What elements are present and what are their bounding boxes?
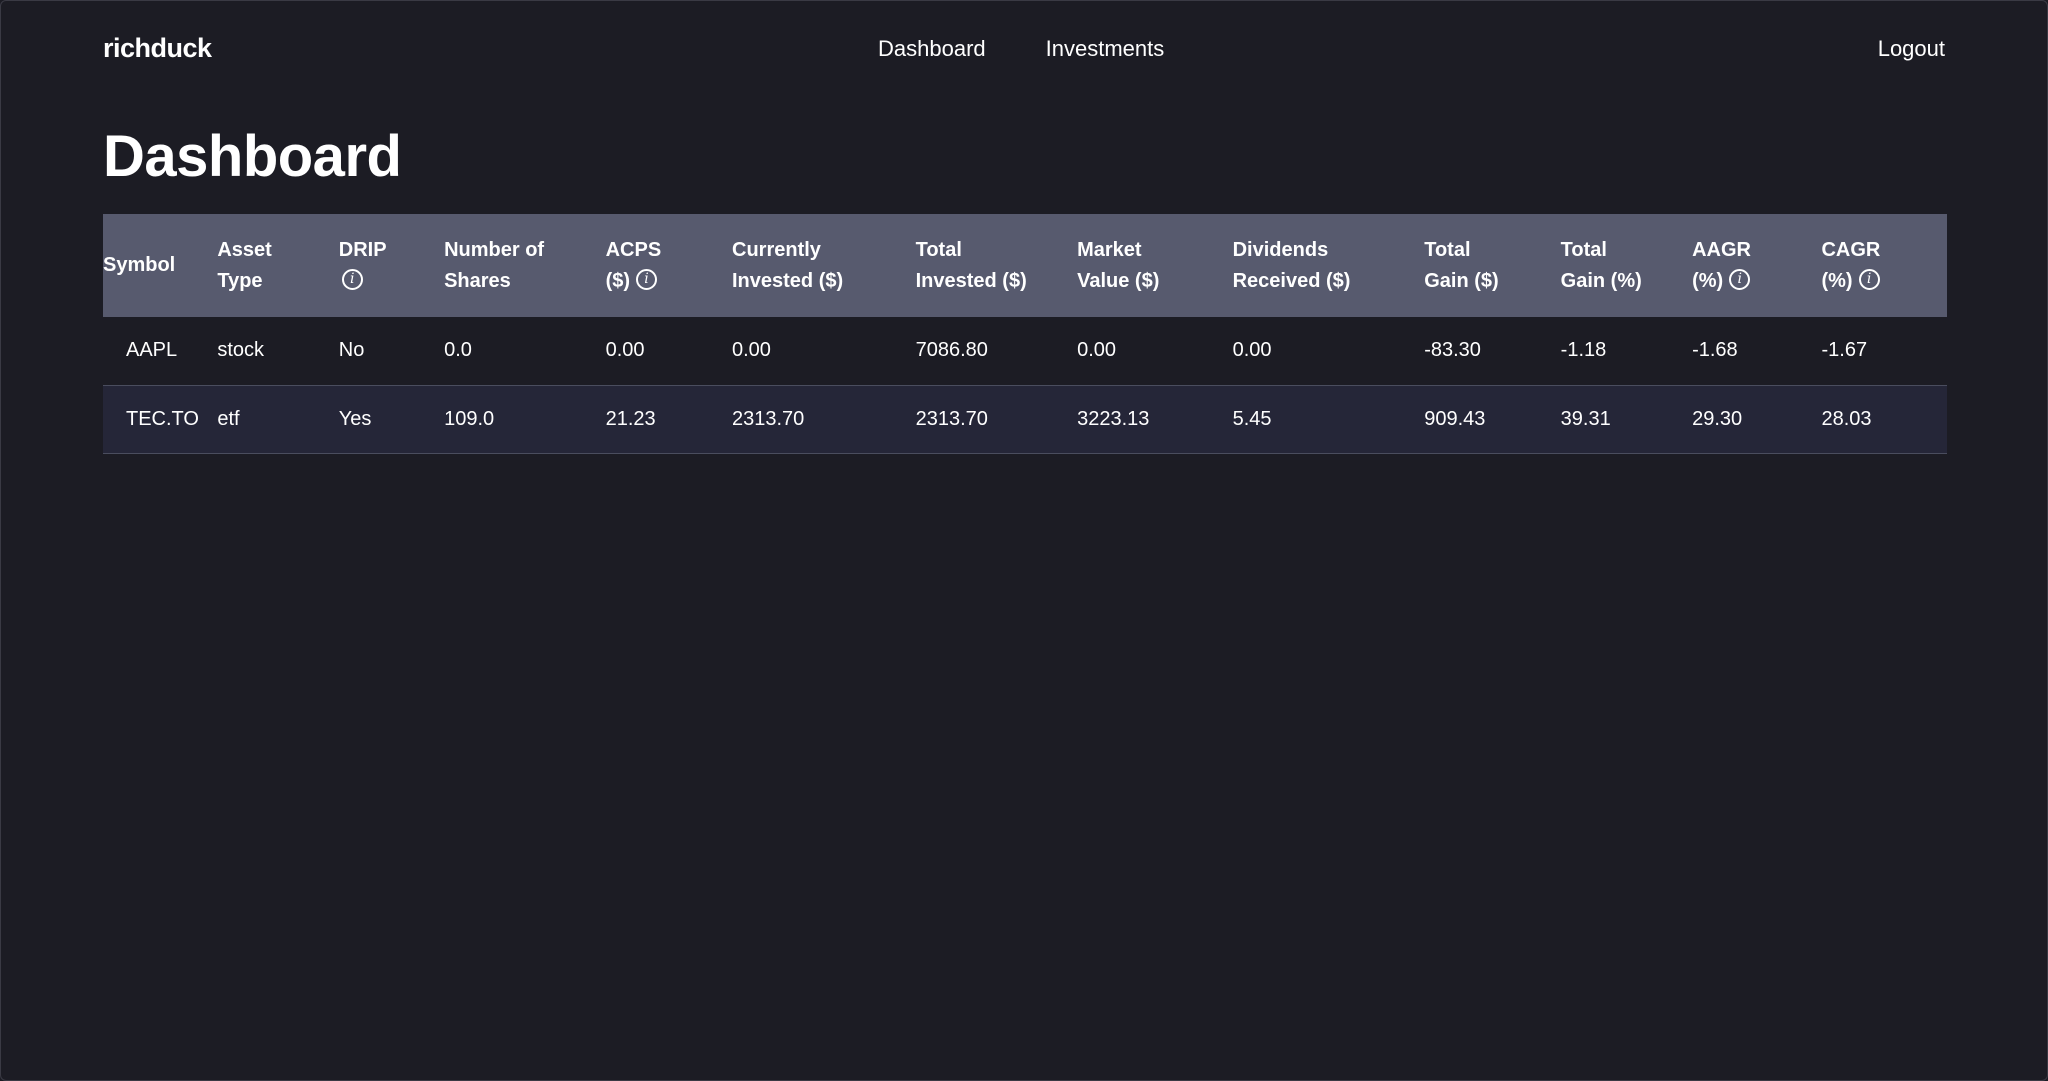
header-label: Shares: [444, 269, 511, 292]
header-label: (%): [1821, 269, 1853, 292]
header-label: Gain (%): [1560, 269, 1642, 292]
cell-symbol: AAPL: [126, 339, 178, 362]
header-label: ($): [605, 269, 631, 292]
header-label: DRIP: [338, 238, 387, 261]
header-label: Market: [1077, 238, 1142, 261]
cell-total-gain-pct: 39.31: [1560, 407, 1611, 430]
cell-symbol: TEC.TO: [126, 407, 199, 430]
header-dividends-received[interactable]: Dividends Received ($): [1233, 214, 1425, 317]
header-label: Invested ($): [915, 269, 1027, 292]
cell-market-value: 0.00: [1077, 339, 1117, 362]
cell-shares: 109.0: [444, 407, 495, 430]
header-label: Dividends: [1232, 238, 1329, 261]
header-number-of-shares[interactable]: Number of Shares: [444, 214, 606, 317]
header-label: Invested ($): [732, 269, 844, 292]
cell-drip: Yes: [338, 407, 372, 430]
header-label: Value ($): [1077, 269, 1160, 292]
cell-acps: 0.00: [605, 339, 645, 362]
cell-cagr: 28.03: [1821, 407, 1872, 430]
header-acps[interactable]: ACPS ($) i: [606, 214, 732, 317]
info-icon[interactable]: i: [1729, 268, 1751, 290]
table-header: Symbol Asset Type DRIP i Number of Share…: [103, 214, 1947, 317]
page-title: Dashboard: [103, 124, 402, 189]
cell-currently-invested: 2313.70: [732, 407, 805, 430]
header-label: Total: [915, 238, 962, 261]
cell-total-gain: 909.43: [1424, 407, 1486, 430]
header-asset-type[interactable]: Asset Type: [217, 214, 338, 317]
header-total-gain[interactable]: Total Gain ($): [1424, 214, 1560, 317]
info-icon[interactable]: i: [341, 268, 363, 290]
cell-aagr: -1.68: [1692, 339, 1738, 362]
cell-asset-type: stock: [217, 339, 265, 362]
header-label: (%): [1692, 269, 1724, 292]
cell-dividends-received: 5.45: [1232, 407, 1272, 430]
cell-shares: 0.0: [444, 339, 472, 362]
brand-logo[interactable]: richduck: [103, 33, 212, 63]
header-label: Received ($): [1232, 269, 1351, 292]
header-drip[interactable]: DRIP i: [339, 214, 444, 317]
nav-link-investments[interactable]: Investments: [1045, 36, 1165, 61]
header-label: CAGR: [1821, 238, 1881, 261]
cell-total-gain-pct: -1.18: [1560, 339, 1607, 362]
cell-market-value: 3223.13: [1077, 407, 1150, 430]
header-label: ACPS: [605, 238, 662, 261]
header-total-invested[interactable]: Total Invested ($): [916, 214, 1078, 317]
cell-dividends-received: 0.00: [1232, 339, 1272, 362]
navbar: richduck Dashboard Investments Logout: [103, 29, 1945, 69]
header-market-value[interactable]: Market Value ($): [1077, 214, 1233, 317]
cell-total-invested: 2313.70: [915, 407, 988, 430]
cell-cagr: -1.67: [1821, 339, 1868, 362]
cell-acps: 21.23: [605, 407, 656, 430]
cell-total-gain: -83.30: [1424, 339, 1481, 362]
logout-link[interactable]: Logout: [1877, 36, 1945, 61]
header-label: AAGR: [1692, 238, 1751, 261]
header-label: Asset: [217, 238, 272, 261]
header-label: Total: [1424, 238, 1471, 261]
header-cagr[interactable]: CAGR (%) i: [1821, 214, 1947, 317]
cell-drip: No: [338, 339, 365, 362]
header-symbol[interactable]: Symbol: [103, 214, 217, 317]
nav-links: Dashboard Investments: [878, 36, 1164, 62]
header-label: Number of: [444, 238, 545, 261]
table-body: AAPL stock No 0.0 0.00 0.00 7086.80 0.00…: [103, 317, 1947, 453]
header-label: Gain ($): [1424, 269, 1499, 292]
cell-currently-invested: 0.00: [732, 339, 771, 362]
cell-asset-type: etf: [217, 407, 240, 430]
info-icon[interactable]: i: [636, 268, 658, 290]
cell-aagr: 29.30: [1692, 407, 1743, 430]
header-label: Total: [1560, 238, 1607, 261]
header-total-gain-pct[interactable]: Total Gain (%): [1561, 214, 1692, 317]
header-label: Currently: [732, 238, 821, 261]
header-label: Type: [217, 269, 263, 292]
table-row[interactable]: TEC.TO etf Yes 109.0 21.23 2313.70 2313.…: [103, 385, 1947, 453]
cell-total-invested: 7086.80: [915, 339, 988, 362]
header-aagr[interactable]: AAGR (%) i: [1692, 214, 1821, 317]
header-currently-invested[interactable]: Currently Invested ($): [732, 214, 916, 317]
header-row: Symbol Asset Type DRIP i Number of Share…: [103, 214, 1947, 317]
info-icon[interactable]: i: [1858, 268, 1880, 290]
header-label: Symbol: [103, 254, 176, 276]
portfolio-table: Symbol Asset Type DRIP i Number of Share…: [103, 214, 1947, 454]
nav-link-dashboard[interactable]: Dashboard: [878, 36, 986, 61]
table-row[interactable]: AAPL stock No 0.0 0.00 0.00 7086.80 0.00…: [103, 317, 1947, 385]
